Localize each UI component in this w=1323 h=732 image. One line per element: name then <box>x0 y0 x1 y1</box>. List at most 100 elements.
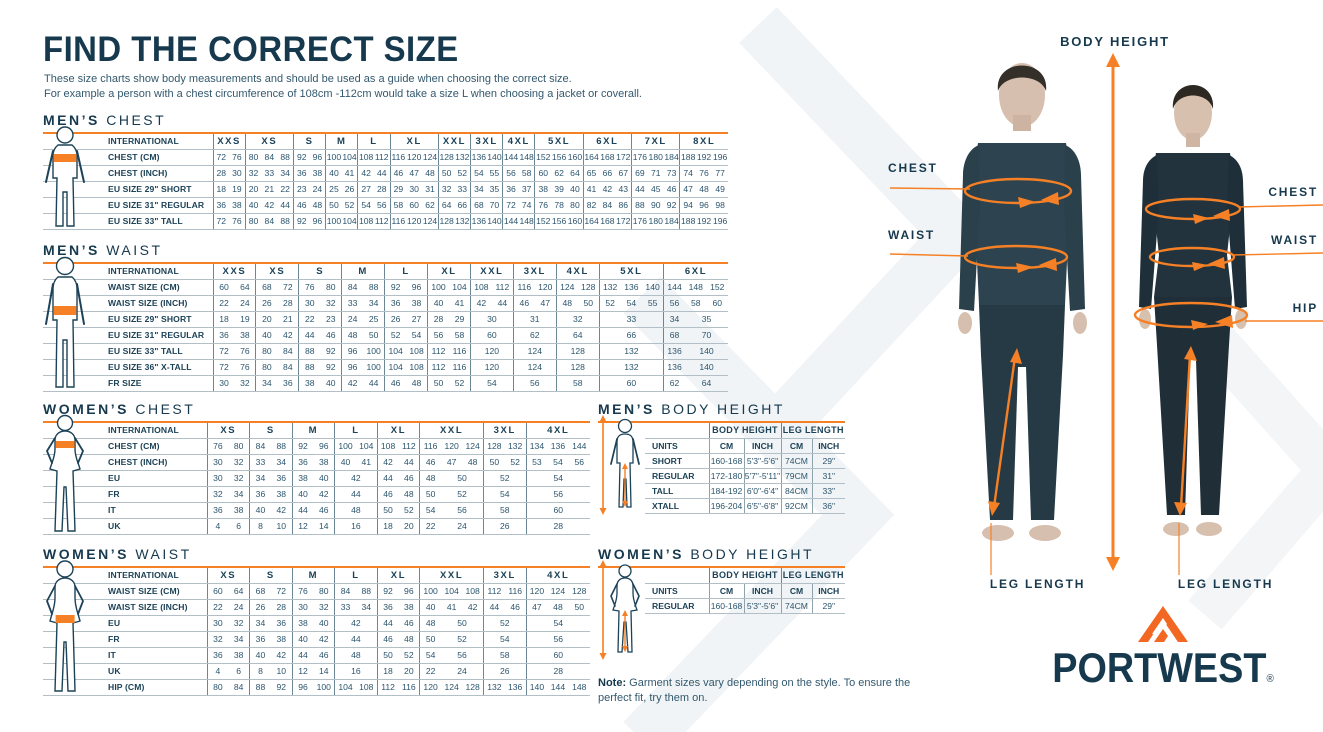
size-cell: 120 <box>469 359 514 376</box>
size-cell: 184 <box>663 149 680 166</box>
unit-header: INCH <box>811 438 845 454</box>
table-row: CHEST (CM) 76 80 84 88 92 96 100 104 108 112 116 120… <box>43 438 590 455</box>
size-cell: 36 <box>249 486 271 503</box>
size-cell: 66 <box>599 165 616 182</box>
fit-label: XTALL <box>645 498 709 514</box>
size-cell: 144 <box>568 438 590 455</box>
size-cell: 72 <box>212 343 235 360</box>
size-cell: 55 <box>642 295 664 312</box>
bh-units-row: UNITS CM INCH CM INCH <box>645 583 845 599</box>
bh-data-row: TALL 184-192 6'0"-6'4" 84CM 33" <box>645 483 845 499</box>
size-cell: 66 <box>454 197 471 214</box>
size-cell: 168 <box>599 149 616 166</box>
womens-waist-table-mount: INTERNATIONAL XS S M L XL XXL 3XL 4XL WAIST SIZE … <box>43 566 590 696</box>
size-cell: 50 <box>376 502 399 519</box>
size-cell: 42 <box>469 295 492 312</box>
size-cell: 134 <box>525 438 548 455</box>
size-cell: 52 <box>449 375 471 392</box>
size-cell: 28 <box>525 663 590 680</box>
size-cell: 132 <box>504 438 527 455</box>
units-label: UNITS <box>645 438 709 454</box>
man-chest-ellipse <box>963 177 1073 205</box>
bh-group-header: BODY HEIGHT <box>708 568 781 584</box>
size-cell: 20 <box>398 518 420 535</box>
table-row: CHEST (INCH) 28 30 32 33 34 36 38 40 41 42 44 46 47 48… <box>43 165 729 182</box>
size-cell: 124 <box>462 438 484 455</box>
size-cell: 30 <box>206 470 229 487</box>
size-cell: 72 <box>212 359 235 376</box>
size-cell: 52 <box>341 197 358 214</box>
heading-rest: WAIST <box>106 242 163 258</box>
size-cell: 46 <box>398 615 420 632</box>
size-cell: 44 <box>291 647 314 664</box>
table-row: EU SIZE 31" REGULAR 36 38 40 42 44 46 48 50 52 54 5… <box>43 197 729 214</box>
womens-chest-size-table: INTERNATIONAL XS S M L XL XXL 3XL 4XL CHEST (CM) 7… <box>43 421 590 535</box>
size-cell: 152 <box>534 149 552 166</box>
mens-waist-heading: MEN’S WAIST <box>43 242 728 260</box>
size-cell: 34 <box>355 599 378 616</box>
size-cell: 33 <box>454 181 471 198</box>
size-cell: 38 <box>228 502 250 519</box>
size-cell: 112 <box>427 343 449 360</box>
size-cell: 30 <box>206 454 229 471</box>
size-cell: 34 <box>277 165 294 182</box>
size-cell: 136 <box>470 213 487 230</box>
bh-data-row: REGULAR 160-168 5'3"-5'6" 74CM 29" <box>645 598 845 614</box>
size-cell: 176 <box>631 213 648 230</box>
size-cell: 44 <box>277 197 294 214</box>
size-cell: 4 <box>206 663 229 680</box>
size-cell: 124 <box>422 213 439 230</box>
size-cell: 152 <box>534 213 552 230</box>
mens-chest-section: MEN’S CHEST INTERNATIONAL XXS XS S M L XL XXL 3X… <box>43 112 729 230</box>
size-cell: 96 <box>398 583 420 600</box>
unit-header: CM <box>780 438 812 454</box>
size-cell: 56 <box>373 197 391 214</box>
size-cell: 108 <box>357 213 374 230</box>
size-cell: 50 <box>568 599 590 616</box>
size-cell: 60 <box>469 327 514 344</box>
size-group-header: 7XL <box>631 133 680 150</box>
ellipse-arrowheads <box>1016 192 1233 330</box>
row-label: CHEST (CM) <box>101 149 213 166</box>
size-cell: 136 <box>470 149 487 166</box>
size-cell: 18 <box>376 663 399 680</box>
size-cell: 44 <box>363 375 385 392</box>
bh-value-cell: 6'5"-6'8" <box>743 498 781 514</box>
size-cell: 54 <box>419 647 441 664</box>
size-cell: 176 <box>631 149 648 166</box>
size-cell: 88 <box>298 359 321 376</box>
size-cell: 19 <box>229 181 246 198</box>
column-header-international: INTERNATIONAL <box>101 422 208 439</box>
size-cell: 32 <box>206 631 229 648</box>
size-cell: 33 <box>261 165 278 182</box>
size-cell: 98 <box>712 197 729 214</box>
size-cell: 104 <box>384 359 407 376</box>
womens-body-height-table: BODY HEIGHT LEG LENGTH UNITS CM INCH CM INCH RE… <box>645 568 845 614</box>
size-group-header: XS <box>255 263 299 280</box>
unit-header: INCH <box>811 583 845 599</box>
size-cell: 24 <box>440 518 484 535</box>
size-cell: 8 <box>249 518 271 535</box>
womens-waist-heading: WOMEN’S WAIST <box>43 546 590 564</box>
table-row: FR 32 34 36 38 40 42 44 46 48 50 52 54 56 <box>43 631 590 648</box>
table-row: WAIST SIZE (CM) 60 64 68 72 76 80 84 88 92 96 100 10… <box>43 279 728 296</box>
size-cell: 30 <box>298 295 321 312</box>
size-cell: 69 <box>631 165 648 182</box>
unit-header: INCH <box>743 438 781 454</box>
size-cell: 50 <box>325 197 342 214</box>
size-cell: 42 <box>277 327 299 344</box>
size-cell: 54 <box>483 486 527 503</box>
size-cell: 54 <box>620 295 643 312</box>
bh-value-cell: 84CM <box>780 483 812 499</box>
fit-label: SHORT <box>645 453 709 469</box>
size-cell: 22 <box>212 295 235 312</box>
size-cell: 60 <box>525 647 590 664</box>
size-cell: 18 <box>212 181 230 198</box>
table-row: CHEST (INCH) 30 32 33 34 36 38 40 41 42 44 46 47 48 50… <box>43 454 590 471</box>
bh-value-cell: 5'7"-5'11" <box>743 468 781 484</box>
size-cell: 52 <box>398 502 420 519</box>
table-row: EU SIZE 33" TALL 72 76 80 84 88 92 96 100 104 108 1… <box>43 343 728 360</box>
row-label: CHEST (CM) <box>101 438 208 455</box>
size-cell: 46 <box>376 631 399 648</box>
man-leg-length-arrow <box>988 348 1022 575</box>
